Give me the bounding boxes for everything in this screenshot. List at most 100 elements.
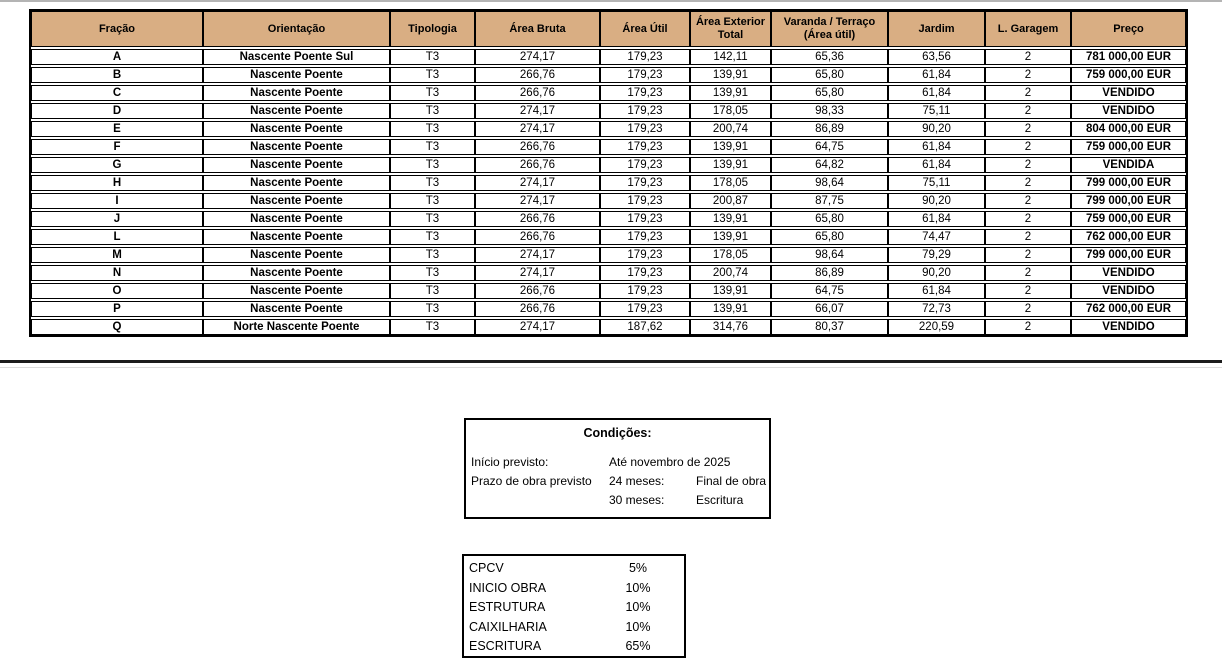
cell-fracao: L (31, 229, 203, 245)
cell-jardim: 61,84 (888, 157, 985, 173)
cell-area-util: 179,23 (600, 121, 690, 137)
cell-area-bruta: 274,17 (475, 193, 600, 209)
cell-varanda: 65,80 (771, 211, 888, 227)
table-header: Fração Orientação Tipologia Área Bruta Á… (31, 11, 1186, 47)
cell-tipologia: T3 (390, 49, 475, 65)
payment-stage-percent: 10% (625, 580, 651, 595)
cell-orientacao: Nascente Poente (203, 211, 390, 227)
table-row: O Nascente Poente T3 266,76 179,23 139,9… (31, 283, 1186, 299)
header-row: Fração Orientação Tipologia Área Bruta Á… (31, 11, 1186, 47)
cell-tipologia: T3 (390, 319, 475, 335)
cell-preco: VENDIDO (1071, 103, 1186, 119)
cell-area-exterior: 139,91 (690, 211, 771, 227)
cell-garagem: 2 (985, 121, 1071, 137)
payment-stage-percent: 10% (625, 600, 651, 614)
cell-varanda: 65,80 (771, 67, 888, 83)
payment-box: CPCV 5% INICIO OBRA 10% ESTRUTURA 10% CA… (462, 554, 686, 658)
column-header-area-exterior: Área Exterior Total (690, 11, 771, 47)
cell-orientacao: Nascente Poente (203, 175, 390, 191)
table-row: I Nascente Poente T3 274,17 179,23 200,8… (31, 193, 1186, 209)
column-header-varanda: Varanda / Terraço (Área útil) (771, 11, 888, 47)
cell-area-bruta: 266,76 (475, 283, 600, 299)
cell-jardim: 75,11 (888, 175, 985, 191)
payment-stage-label: INICIO OBRA (469, 580, 547, 595)
cell-area-exterior: 139,91 (690, 67, 771, 83)
cell-varanda: 65,80 (771, 85, 888, 101)
payment-row: INICIO OBRA 10% (469, 579, 684, 599)
cell-garagem: 2 (985, 247, 1071, 263)
column-header-preco: Preço (1071, 11, 1186, 47)
payment-row: CPCV 5% (469, 559, 684, 579)
payment-row: ESTRUTURA 10% (469, 598, 684, 618)
cell-area-exterior: 142,11 (690, 49, 771, 65)
cell-preco: VENDIDO (1071, 283, 1186, 299)
conditions-rows: Início previsto: Até novembro de 2025 Pr… (466, 453, 769, 510)
cell-area-bruta: 274,17 (475, 319, 600, 335)
cell-area-util: 179,23 (600, 193, 690, 209)
cell-jardim: 61,84 (888, 139, 985, 155)
cell-tipologia: T3 (390, 301, 475, 317)
column-header-fracao: Fração (31, 11, 203, 47)
table-row: D Nascente Poente T3 274,17 179,23 178,0… (31, 103, 1186, 119)
payment-stage-percent: 65% (625, 639, 651, 653)
cell-varanda: 80,37 (771, 319, 888, 335)
cell-jardim: 79,29 (888, 247, 985, 263)
cell-preco: 762 000,00 EUR (1071, 229, 1186, 245)
cell-preco: 799 000,00 EUR (1071, 175, 1186, 191)
cell-fracao: I (31, 193, 203, 209)
cell-varanda: 98,64 (771, 175, 888, 191)
cell-varanda: 86,89 (771, 265, 888, 281)
condition-label: Início previsto: (471, 455, 549, 469)
table-row: F Nascente Poente T3 266,76 179,23 139,9… (31, 139, 1186, 155)
table-row: H Nascente Poente T3 274,17 179,23 178,0… (31, 175, 1186, 191)
cell-garagem: 2 (985, 265, 1071, 281)
cell-orientacao: Nascente Poente (203, 121, 390, 137)
cell-area-bruta: 266,76 (475, 85, 600, 101)
cell-jardim: 61,84 (888, 67, 985, 83)
cell-garagem: 2 (985, 211, 1071, 227)
cell-area-util: 179,23 (600, 49, 690, 65)
payment-stage-label: CAIXILHARIA (469, 619, 547, 634)
cell-preco: 804 000,00 EUR (1071, 121, 1186, 137)
cell-preco: 799 000,00 EUR (1071, 247, 1186, 263)
cell-orientacao: Nascente Poente (203, 265, 390, 281)
table-row: G Nascente Poente T3 266,76 179,23 139,9… (31, 157, 1186, 173)
cell-jardim: 90,20 (888, 193, 985, 209)
cell-orientacao: Nascente Poente (203, 85, 390, 101)
cell-tipologia: T3 (390, 229, 475, 245)
cell-preco: VENDIDO (1071, 319, 1186, 335)
page-separator-line (0, 360, 1222, 363)
cell-area-exterior: 200,87 (690, 193, 771, 209)
cell-varanda: 86,89 (771, 121, 888, 137)
cell-orientacao: Nascente Poente (203, 103, 390, 119)
cell-jardim: 61,84 (888, 211, 985, 227)
cell-area-util: 179,23 (600, 157, 690, 173)
cell-area-bruta: 274,17 (475, 121, 600, 137)
cell-fracao: N (31, 265, 203, 281)
cell-fracao: E (31, 121, 203, 137)
table-body: A Nascente Poente Sul T3 274,17 179,23 1… (31, 49, 1186, 335)
cell-tipologia: T3 (390, 157, 475, 173)
payment-row: ESCRITURA 65% (469, 637, 684, 657)
price-table: Fração Orientação Tipologia Área Bruta Á… (31, 11, 1186, 335)
page-separator-shadow (0, 367, 1222, 368)
cell-area-util: 187,62 (600, 319, 690, 335)
cell-area-exterior: 139,91 (690, 283, 771, 299)
payment-stage-label: ESTRUTURA (469, 600, 546, 614)
cell-fracao: P (31, 301, 203, 317)
cell-area-exterior: 178,05 (690, 247, 771, 263)
cell-tipologia: T3 (390, 175, 475, 191)
cell-fracao: Q (31, 319, 203, 335)
cell-preco: 759 000,00 EUR (1071, 211, 1186, 227)
cell-area-bruta: 274,17 (475, 103, 600, 119)
cell-jardim: 90,20 (888, 265, 985, 281)
cell-preco: VENDIDO (1071, 265, 1186, 281)
cell-fracao: J (31, 211, 203, 227)
cell-garagem: 2 (985, 229, 1071, 245)
cell-varanda: 65,36 (771, 49, 888, 65)
payment-stage-percent: 10% (625, 619, 651, 634)
cell-area-util: 179,23 (600, 85, 690, 101)
condition-term: Até novembro de 2025 (609, 455, 731, 469)
cell-area-util: 179,23 (600, 265, 690, 281)
